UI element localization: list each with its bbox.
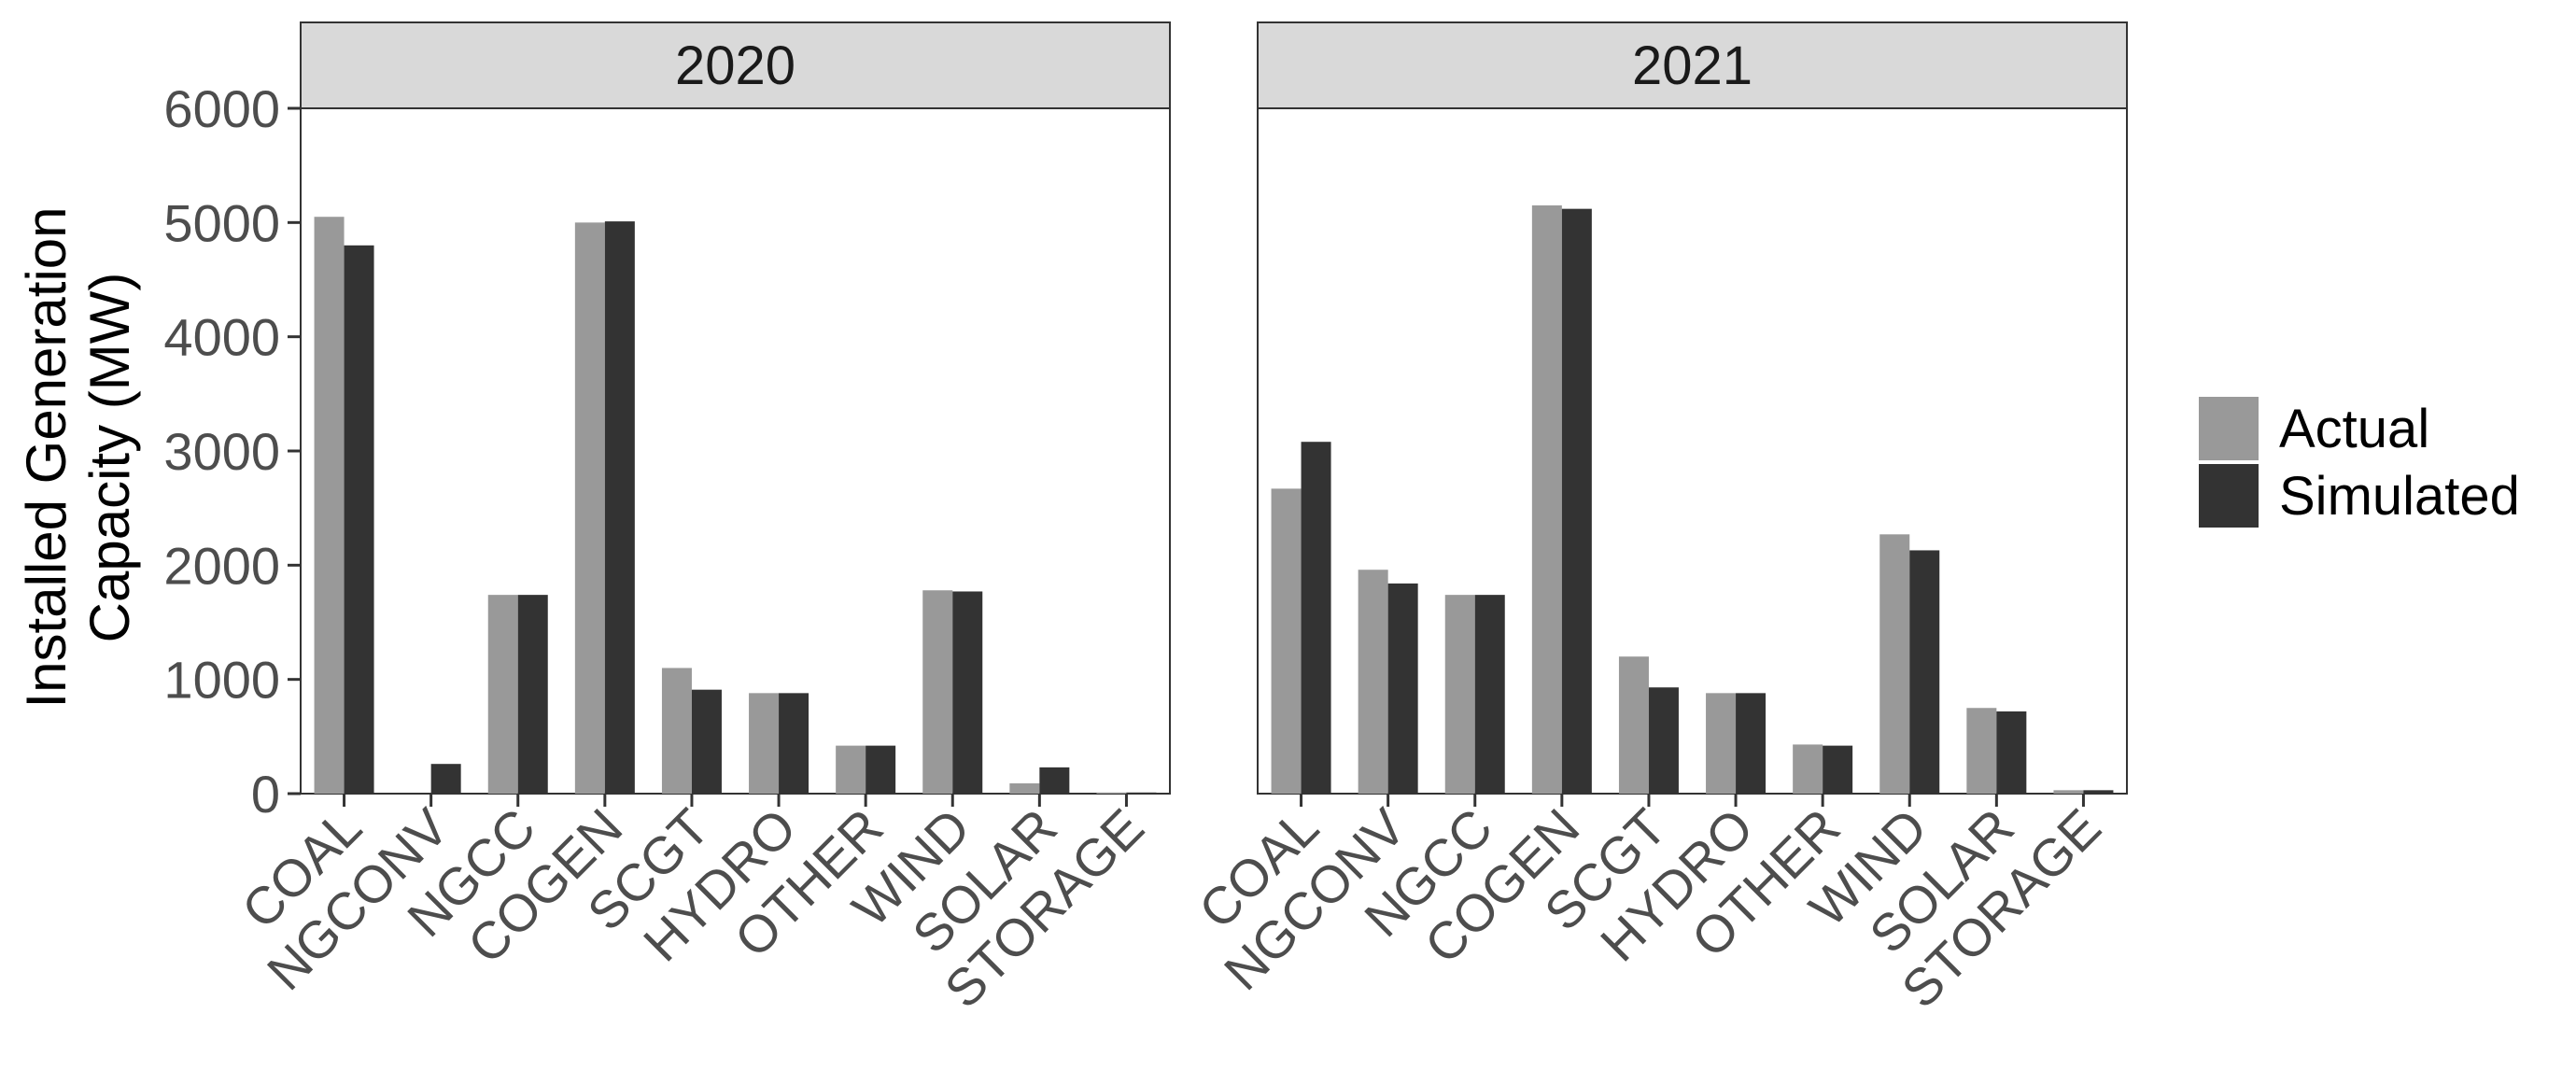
y-axis-title-line-2: Capacity (MW) xyxy=(78,273,141,643)
y-tick-label: 6000 xyxy=(163,79,280,138)
bar-simulated-coal xyxy=(344,245,374,794)
bar-actual-wind xyxy=(1879,534,1910,794)
y-axis-title: Installed Generation Capacity (MW) xyxy=(15,206,141,708)
y-tick-label: 0 xyxy=(251,765,280,824)
bar-simulated-solar xyxy=(1996,711,2027,794)
bar-simulated-ngconv xyxy=(1387,583,1418,794)
bar-actual-hydro xyxy=(749,693,780,794)
bar-actual-cogen xyxy=(1531,204,1562,794)
bar-actual-storage xyxy=(1096,792,1127,794)
bar-simulated-hydro xyxy=(1736,693,1767,794)
bar-actual-coal xyxy=(1271,488,1302,794)
y-axis: 0 1000 2000 3000 4000 5000 6000 xyxy=(163,79,301,824)
y-tick-label: 2000 xyxy=(163,536,280,595)
bar-simulated-scgt xyxy=(691,689,722,794)
bar-actual-cogen xyxy=(574,222,605,795)
bar-simulated-hydro xyxy=(779,693,809,794)
bar-simulated-ngconv xyxy=(430,764,461,794)
bar-simulated-wind xyxy=(952,591,983,794)
bar-simulated-other xyxy=(1823,745,1853,794)
facet-panel-2020: 2020COALNGCONVNGCCCOGENSCGTHYDROOTHERWIN… xyxy=(231,21,1171,1019)
bar-actual-solar xyxy=(1009,782,1040,794)
legend-key-actual xyxy=(2199,397,2259,460)
bar-simulated-storage xyxy=(1126,792,1157,794)
legend-key-simulated xyxy=(2199,464,2259,528)
bar-simulated-cogen xyxy=(604,221,635,795)
bar-actual-scgt xyxy=(661,668,692,794)
bar-simulated-wind xyxy=(1909,550,1940,794)
bar-simulated-ngcc xyxy=(1474,595,1505,794)
bar-simulated-solar xyxy=(1039,767,1070,794)
bar-actual-ngcc xyxy=(1444,595,1475,794)
facet-panel-2021: 2021COALNGCONVNGCCCOGENSCGTHYDROOTHERWIN… xyxy=(1188,21,2128,1019)
bar-actual-other xyxy=(836,745,866,794)
panel-border xyxy=(1257,107,2128,795)
bar-simulated-storage xyxy=(2083,790,2114,794)
legend-label-actual: Actual xyxy=(2279,399,2429,459)
bar-actual-storage xyxy=(2053,790,2084,794)
facet-strip xyxy=(1257,21,2128,109)
bar-simulated-ngcc xyxy=(517,595,548,794)
y-tick-label: 4000 xyxy=(163,308,280,367)
bar-actual-ngconv xyxy=(1358,570,1388,794)
bar-actual-solar xyxy=(1966,708,1997,794)
y-tick-label: 1000 xyxy=(163,651,280,710)
legend-label-simulated: Simulated xyxy=(2279,466,2520,527)
bar-actual-hydro xyxy=(1706,693,1737,794)
bar-simulated-coal xyxy=(1301,442,1331,794)
y-tick-label: 5000 xyxy=(163,193,280,252)
bar-actual-ngcc xyxy=(487,595,518,794)
bar-actual-other xyxy=(1793,744,1823,794)
bar-actual-scgt xyxy=(1618,656,1649,794)
panel-border xyxy=(300,107,1171,795)
legend: Actual Simulated xyxy=(2199,397,2520,528)
bar-simulated-other xyxy=(866,745,896,794)
y-axis-title-line-1: Installed Generation xyxy=(15,206,77,708)
bar-actual-coal xyxy=(314,217,345,794)
bar-simulated-cogen xyxy=(1561,208,1592,795)
bar-simulated-scgt xyxy=(1648,687,1679,794)
facet-strip-label: 2020 xyxy=(675,35,795,96)
facet-panels: 2020COALNGCONVNGCCCOGENSCGTHYDROOTHERWIN… xyxy=(231,21,2128,1019)
bar-actual-wind xyxy=(922,590,953,794)
facet-strip-label: 2021 xyxy=(1632,35,1753,96)
y-tick-label: 3000 xyxy=(163,422,280,481)
